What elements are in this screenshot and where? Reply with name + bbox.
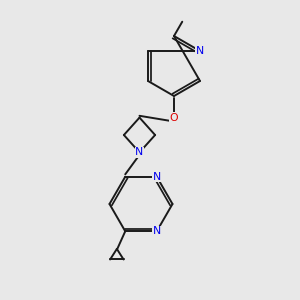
Text: N: N	[153, 172, 161, 182]
Text: N: N	[135, 147, 144, 158]
Text: N: N	[196, 46, 204, 56]
Text: O: O	[170, 112, 178, 123]
Text: N: N	[153, 226, 161, 236]
